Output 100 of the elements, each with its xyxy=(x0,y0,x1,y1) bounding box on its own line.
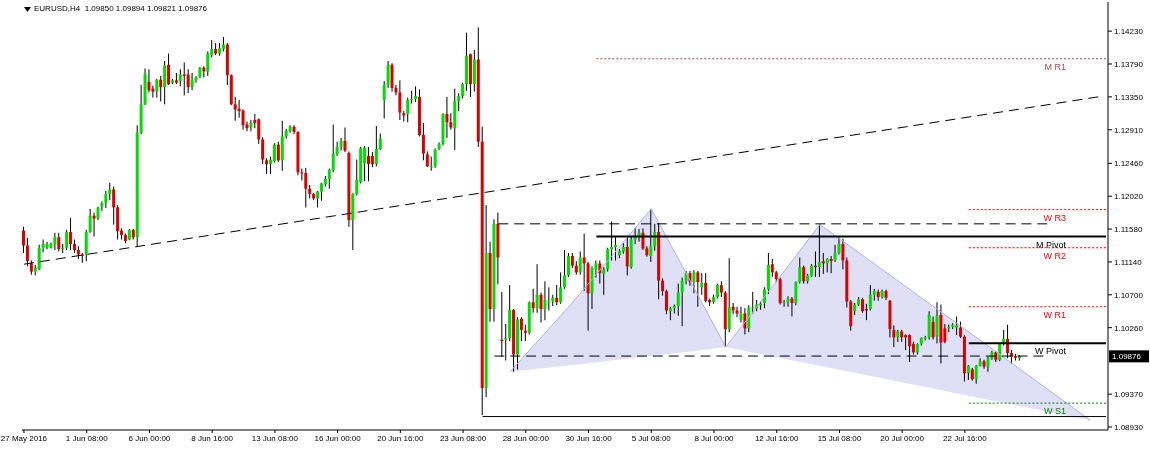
x-tick-label: 5 Jul 08:00 xyxy=(631,433,672,443)
series-label: W R2 xyxy=(1043,250,1067,261)
candlestick xyxy=(182,62,186,96)
series-label: W Pivot xyxy=(1035,346,1067,357)
candlestick xyxy=(927,310,931,341)
candlestick xyxy=(543,280,547,321)
candlestick xyxy=(65,229,69,251)
candlestick xyxy=(955,315,959,336)
y-tick-label: 1.10260 xyxy=(1114,323,1144,333)
candlestick xyxy=(374,125,378,167)
candlestick xyxy=(519,316,523,342)
candlestick xyxy=(390,62,394,93)
candlestick xyxy=(147,68,151,93)
candlestick xyxy=(163,60,167,105)
candlestick xyxy=(206,50,210,77)
candlestick xyxy=(22,226,25,254)
candlestick xyxy=(304,167,308,208)
candlestick xyxy=(288,124,292,134)
candlestick xyxy=(398,79,402,121)
candlestick xyxy=(410,90,414,105)
candlestick xyxy=(233,96,237,122)
x-tick-label: 8 Jul 00:00 xyxy=(694,433,735,443)
y-tick-label: 1.14230 xyxy=(1114,26,1144,36)
candlestick xyxy=(112,186,116,226)
y-tick-label: 1.13350 xyxy=(1114,92,1144,102)
series-label: W R1 xyxy=(1043,309,1067,320)
series-label: M Pivot xyxy=(1036,239,1067,250)
x-tick-label: 16 Jun 00:00 xyxy=(314,433,362,443)
candlestick xyxy=(445,96,449,139)
x-tick-label: 27 May 2016 xyxy=(0,433,48,443)
candlestick xyxy=(249,119,253,132)
candlestick xyxy=(566,252,570,278)
candlestick xyxy=(343,126,347,153)
x-tick-label: 1 Jun 08:00 xyxy=(65,433,109,443)
candlestick xyxy=(704,272,708,303)
x-tick-label: 20 Jun 16:00 xyxy=(377,433,425,443)
candlestick xyxy=(331,124,335,173)
y-tick-label: 1.08930 xyxy=(1114,422,1144,432)
y-tick-label: 1.12460 xyxy=(1114,159,1144,169)
y-tick-label: 1.11580 xyxy=(1114,224,1143,234)
candlestick xyxy=(429,156,433,172)
candlestick xyxy=(696,270,700,308)
y-tick-label: 1.12020 xyxy=(1114,192,1144,202)
series-label: W S1 xyxy=(1044,406,1067,417)
candlestick xyxy=(790,296,794,317)
candlestick xyxy=(559,271,563,305)
text: 1.09876 xyxy=(1112,352,1142,362)
x-tick-label: 20 Jul 00:00 xyxy=(880,433,925,443)
x-tick-label: 28 Jun 00:00 xyxy=(502,433,550,443)
candlestick xyxy=(935,301,939,344)
chart-title: EURUSD,H4 1.09850 1.09894 1.09821 1.09876 xyxy=(34,4,208,14)
candlestick xyxy=(547,286,551,311)
candlestick xyxy=(535,263,539,314)
candlestick xyxy=(692,269,696,294)
x-tick-label: 8 Jun 16:00 xyxy=(191,433,234,443)
x-tick-label: 30 Jun 16:00 xyxy=(565,433,613,443)
x-tick-label: 23 Jun 08:00 xyxy=(439,433,487,443)
candlestick xyxy=(339,137,343,152)
candlestick xyxy=(563,249,567,290)
candlestick xyxy=(931,315,935,341)
candlestick xyxy=(868,284,872,311)
candlestick xyxy=(272,142,276,164)
candlestick xyxy=(280,120,284,172)
candlestick xyxy=(727,257,731,333)
candlestick xyxy=(421,122,425,161)
y-tick-label: 1.09370 xyxy=(1114,389,1144,399)
candlestick xyxy=(602,266,606,296)
x-tick-label: 22 Jul 16:00 xyxy=(943,433,988,443)
candlestick xyxy=(531,288,535,314)
candlestick xyxy=(735,306,739,318)
candlestick xyxy=(363,145,367,182)
candlestick xyxy=(276,141,280,163)
candlestick xyxy=(676,283,680,317)
candlestick xyxy=(190,72,194,91)
candlestick xyxy=(700,272,704,296)
series-label: W R3 xyxy=(1043,212,1067,223)
y-tick-label: 1.12910 xyxy=(1114,125,1144,135)
candlestick xyxy=(57,232,61,252)
x-tick-label: 6 Jun 00:00 xyxy=(128,433,171,443)
candlestick xyxy=(327,168,331,190)
candlestick xyxy=(555,284,559,306)
candlestick xyxy=(778,277,782,306)
candlestick xyxy=(92,212,96,238)
y-tick-label: 1.10700 xyxy=(1114,290,1144,300)
x-tick-label: 15 Jul 08:00 xyxy=(817,433,862,443)
candlestick xyxy=(261,136,265,165)
y-tick-label: 1.11140 xyxy=(1114,257,1143,267)
x-tick-label: 12 Jul 16:00 xyxy=(754,433,800,443)
candlestick xyxy=(406,97,410,123)
candlestick xyxy=(69,217,73,251)
candlestick xyxy=(155,78,159,99)
y-tick-label: 1.13790 xyxy=(1114,59,1144,69)
candlestick xyxy=(782,299,786,308)
candlestick xyxy=(433,147,437,169)
series-label: M R1 xyxy=(1044,61,1067,72)
candlestick xyxy=(664,289,668,315)
candlestick xyxy=(53,232,57,251)
candlestick xyxy=(739,306,743,323)
x-tick-label: 13 Jun 08:00 xyxy=(251,433,299,443)
candlestick xyxy=(159,75,163,102)
